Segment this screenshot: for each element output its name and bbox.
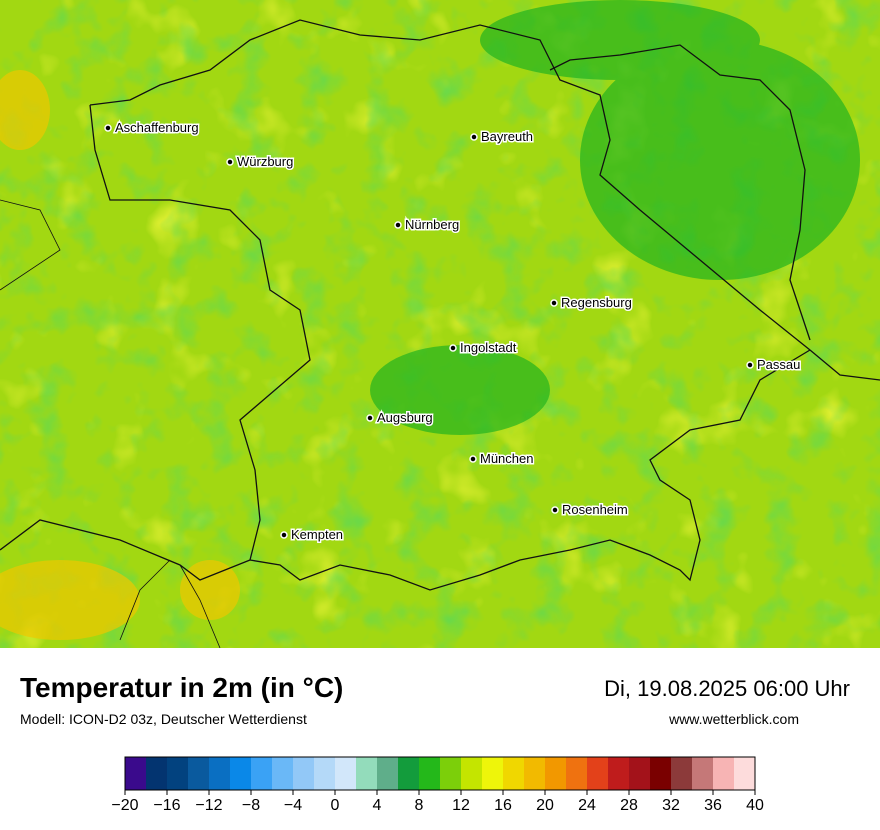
colorbar-segment	[545, 757, 567, 790]
colorbar-tick-label: 12	[452, 797, 470, 814]
city-dot	[104, 124, 112, 132]
colorbar-segment	[146, 757, 168, 790]
forecast-datetime: Di, 19.08.2025 06:00 Uhr	[604, 676, 850, 701]
colorbar-segment	[293, 757, 315, 790]
colorbar-segment	[125, 757, 147, 790]
borders	[0, 19, 880, 648]
colorbar-segment	[377, 757, 399, 790]
city-labels: Aschaffenburg Würzburg Bayreuth Nürnberg Reg…	[104, 119, 802, 544]
colorbar-segment	[230, 757, 252, 790]
city-label: Regensburg	[561, 295, 632, 310]
map-title: Temperatur in 2m (in °C)	[20, 672, 344, 703]
colorbar-segment	[587, 757, 609, 790]
city-label: Ingolstadt	[460, 340, 517, 355]
city-dot	[394, 221, 402, 229]
colorbar-frame	[124, 756, 756, 791]
colorbar-tick-label: 24	[578, 797, 596, 814]
city-label: Würzburg	[237, 154, 293, 169]
map: Aschaffenburg Würzburg Bayreuth Nürnberg Reg…	[0, 0, 880, 648]
colorbar-segment	[314, 757, 336, 790]
colorbar-tick-label: −8	[242, 797, 260, 814]
colorbar-segment	[440, 757, 462, 790]
colorbar-segment	[419, 757, 441, 790]
warm-areas	[0, 70, 240, 640]
colorbar-tick-label: −12	[195, 797, 222, 814]
city-label: Rosenheim	[562, 502, 628, 517]
colorbar-tick-label: 36	[704, 797, 722, 814]
city-label: München	[480, 451, 533, 466]
colorbar-segment	[692, 757, 714, 790]
colorbar-tick-label: 28	[620, 797, 638, 814]
city-dot	[470, 133, 478, 141]
colorbar-segment	[503, 757, 525, 790]
colorbar-segment	[335, 757, 357, 790]
colorbar-tick-label: 8	[415, 797, 424, 814]
city-dot	[550, 299, 558, 307]
colorbar-tick-label: −16	[153, 797, 180, 814]
colorbar-segment	[356, 757, 378, 790]
colorbar-segment	[209, 757, 231, 790]
map-subtitle: Modell: ICON-D2 03z, Deutscher Wetterdie…	[20, 711, 307, 727]
city-label: Augsburg	[377, 410, 433, 425]
colorbar-segment	[167, 757, 189, 790]
city-dot	[226, 158, 234, 166]
colorbar-segment	[629, 757, 651, 790]
city-dot	[449, 344, 457, 352]
city-label: Nürnberg	[405, 217, 459, 232]
colorbar-segment	[650, 757, 672, 790]
city-label: Aschaffenburg	[115, 120, 199, 135]
city-dot	[746, 361, 754, 369]
city-dot	[469, 455, 477, 463]
city-label: Bayreuth	[481, 129, 533, 144]
colorbar-segment	[461, 757, 483, 790]
colorbar-tick-label: −4	[284, 797, 302, 814]
colorbar-segment	[251, 757, 273, 790]
website: www.wetterblick.com	[669, 711, 799, 727]
colorbar-segment	[524, 757, 546, 790]
colorbar-segment	[188, 757, 210, 790]
city-dot	[551, 506, 559, 514]
colorbar-tick-label: 4	[373, 797, 382, 814]
colorbar: −20 −16 −12 −8 −4 0 4 8 12 16 20 24 28 32 36 40	[111, 756, 764, 814]
city-label: Kempten	[291, 527, 343, 542]
colorbar-tick-label: 32	[662, 797, 680, 814]
colorbar-segment	[482, 757, 504, 790]
city-dot	[280, 531, 288, 539]
colorbar-tick-label: 0	[331, 797, 340, 814]
colorbar-segment	[734, 757, 756, 790]
colorbar-segment	[671, 757, 693, 790]
colorbar-tick-label: 40	[746, 797, 764, 814]
colorbar-tick-label: 16	[494, 797, 512, 814]
colorbar-segment	[608, 757, 630, 790]
colorbar-segment	[272, 757, 294, 790]
colorbar-segment	[398, 757, 420, 790]
colorbar-segment	[566, 757, 588, 790]
city-dot	[366, 414, 374, 422]
colorbar-tick-label: −20	[111, 797, 138, 814]
colorbar-tick-label: 20	[536, 797, 554, 814]
colorbar-segment	[713, 757, 735, 790]
city-label: Passau	[757, 357, 800, 372]
